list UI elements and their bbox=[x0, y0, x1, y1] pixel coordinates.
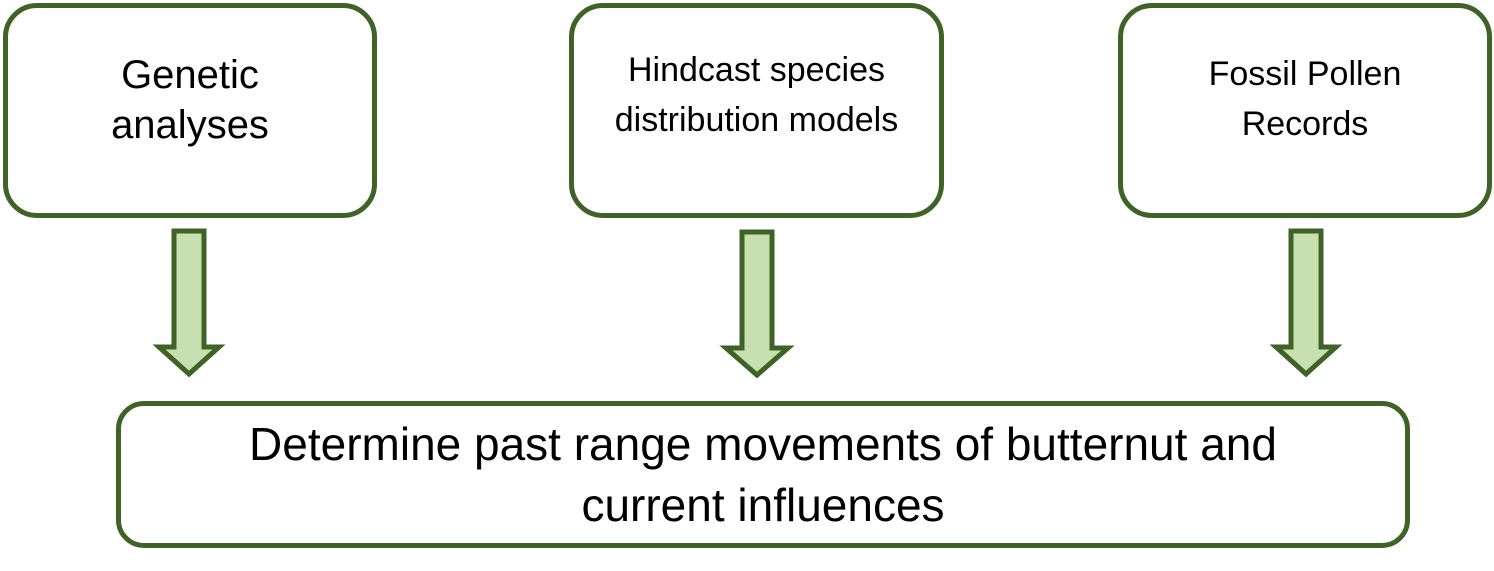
fossil-pollen-box: Fossil Pollen Records bbox=[1118, 3, 1492, 218]
result-box: Determine past range movements of butter… bbox=[116, 401, 1410, 548]
genetic-analyses-box: Genetic analyses bbox=[3, 3, 377, 218]
genetic-analyses-label: Genetic analyses bbox=[111, 52, 269, 147]
down-arrow-icon bbox=[719, 229, 795, 379]
fossil-pollen-label: Fossil Pollen Records bbox=[1208, 55, 1402, 143]
down-arrow-icon bbox=[152, 228, 226, 378]
result-label: Determine past range movements of butter… bbox=[249, 417, 1277, 531]
hindcast-models-box: Hindcast species distribution models bbox=[569, 3, 944, 218]
down-arrow-icon bbox=[1269, 228, 1343, 378]
hindcast-models-label: Hindcast species distribution models bbox=[614, 51, 899, 139]
